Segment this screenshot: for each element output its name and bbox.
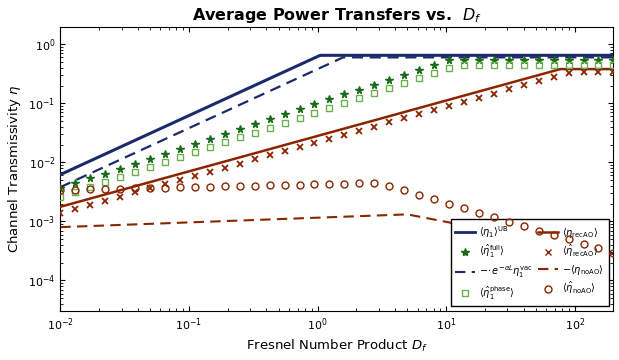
Title: Average Power Transfers vs.  $D_f$: Average Power Transfers vs. $D_f$ (192, 5, 482, 24)
Legend: $\langle\eta_1\rangle^{\mathrm{UB}}$, $\langle\hat{\eta}_1^{\mathrm{full}}\rangl: $\langle\eta_1\rangle^{\mathrm{UB}}$, $\… (451, 219, 608, 306)
Y-axis label: Channel Transmissivity $\eta$: Channel Transmissivity $\eta$ (6, 85, 22, 253)
X-axis label: Fresnel Number Product $D_f$: Fresnel Number Product $D_f$ (246, 338, 428, 355)
